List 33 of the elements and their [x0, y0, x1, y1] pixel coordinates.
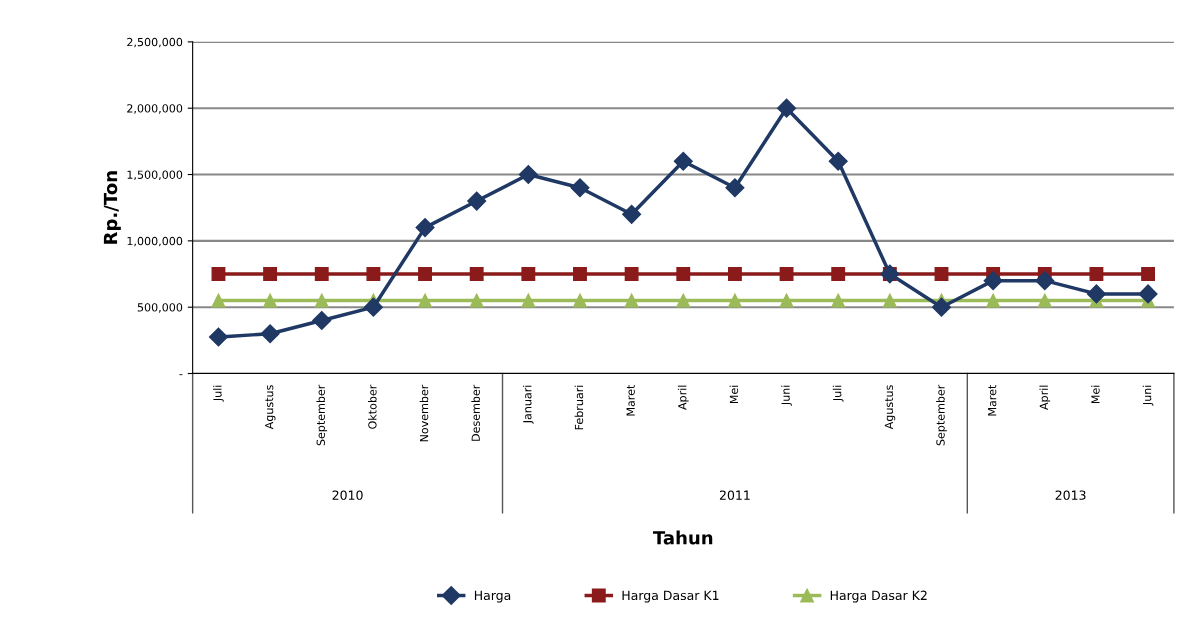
x-tick-label: Juli [213, 385, 224, 402]
y-tick-label: 2,500,000 [127, 37, 183, 48]
y-tick-label: 1,000,000 [127, 236, 183, 247]
text: 2010 [332, 490, 363, 500]
x-tick-label: Desember [471, 384, 480, 441]
x-tick-label: Agustus [884, 385, 896, 430]
x-tick-label: April [1039, 385, 1051, 410]
y-tick-label: 2,000,000 [127, 104, 183, 114]
legend-label: Harga Dasar K2 [830, 590, 927, 603]
legend-label: Harga [474, 590, 511, 603]
x-tick-label: Agustus [265, 385, 276, 430]
y-tick-label: 500,000 [137, 303, 183, 313]
y-axis-title: Rp./Ton [103, 171, 121, 244]
legend-label: Harga Dasar K1 [622, 590, 719, 603]
x-tick-label: Oktober [368, 384, 377, 429]
x-tick-label: Maret [626, 384, 635, 416]
x-tick-label: September [936, 384, 947, 446]
x-tick-label: Mei [1091, 385, 1100, 404]
y-tick-label: 1,500,000 [127, 170, 183, 181]
x-tick-label: Februari [574, 385, 584, 430]
x-tick-label: Mei [729, 385, 739, 404]
x-tick-label: Juni [781, 385, 792, 406]
x-tick-label: April [677, 385, 689, 410]
text: 2011 [719, 490, 750, 500]
x-tick-label: Januari [522, 385, 534, 424]
x-axis-title: Tahun [652, 530, 713, 545]
text: 2013 [1055, 490, 1086, 500]
x-tick-label: Maret [988, 384, 997, 416]
y-tick-label: - [179, 374, 183, 376]
x-tick-label: September [316, 384, 328, 446]
x-tick-label: Juli [832, 385, 844, 402]
x-tick-label: November [419, 384, 429, 442]
x-tick-label: Juni [1142, 385, 1154, 406]
